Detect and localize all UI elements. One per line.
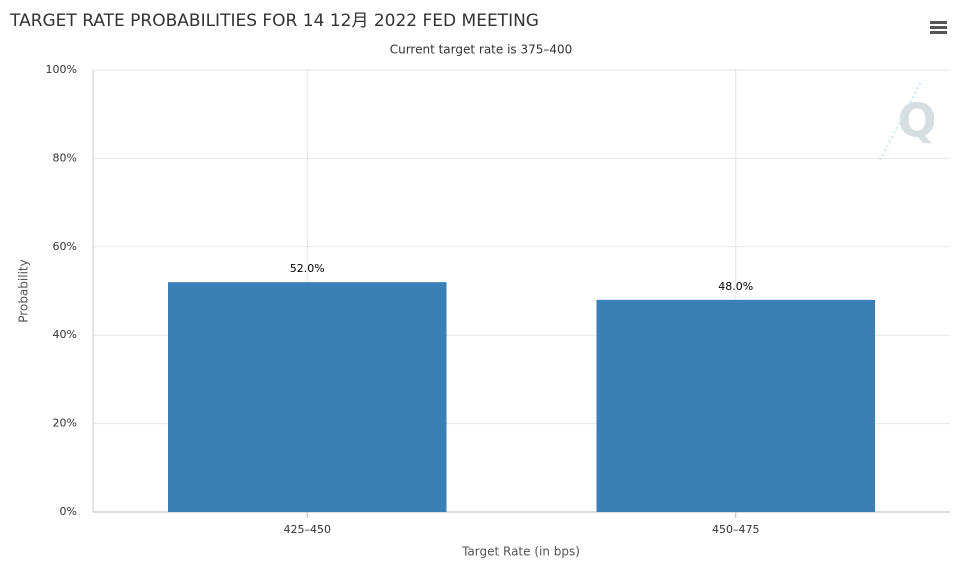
svg-text:Q: Q (897, 94, 936, 148)
x-tick-label: 425–450 (284, 523, 332, 536)
x-tick-label: 450–475 (712, 523, 760, 536)
value-label: 52.0% (290, 262, 325, 275)
y-tick-label: 100% (46, 63, 77, 76)
bar (167, 282, 447, 512)
logo: Q (879, 79, 937, 161)
y-tick-label: 0% (60, 505, 77, 518)
y-tick-label: 20% (53, 417, 77, 430)
chart-title: TARGET RATE PROBABILITIES FOR 14 12月 202… (9, 11, 539, 31)
value-label: 48.0% (718, 280, 753, 293)
y-tick-label: 60% (53, 240, 77, 253)
x-axis-label: Target Rate (in bps) (461, 545, 580, 559)
y-tick-label: 80% (53, 151, 77, 164)
chart-subtitle: Current target rate is 375–400 (390, 43, 573, 57)
menu-button[interactable] (928, 18, 948, 36)
y-tick-label: 40% (53, 328, 77, 341)
y-axis-label: Probability (17, 259, 31, 322)
bar (596, 299, 876, 512)
